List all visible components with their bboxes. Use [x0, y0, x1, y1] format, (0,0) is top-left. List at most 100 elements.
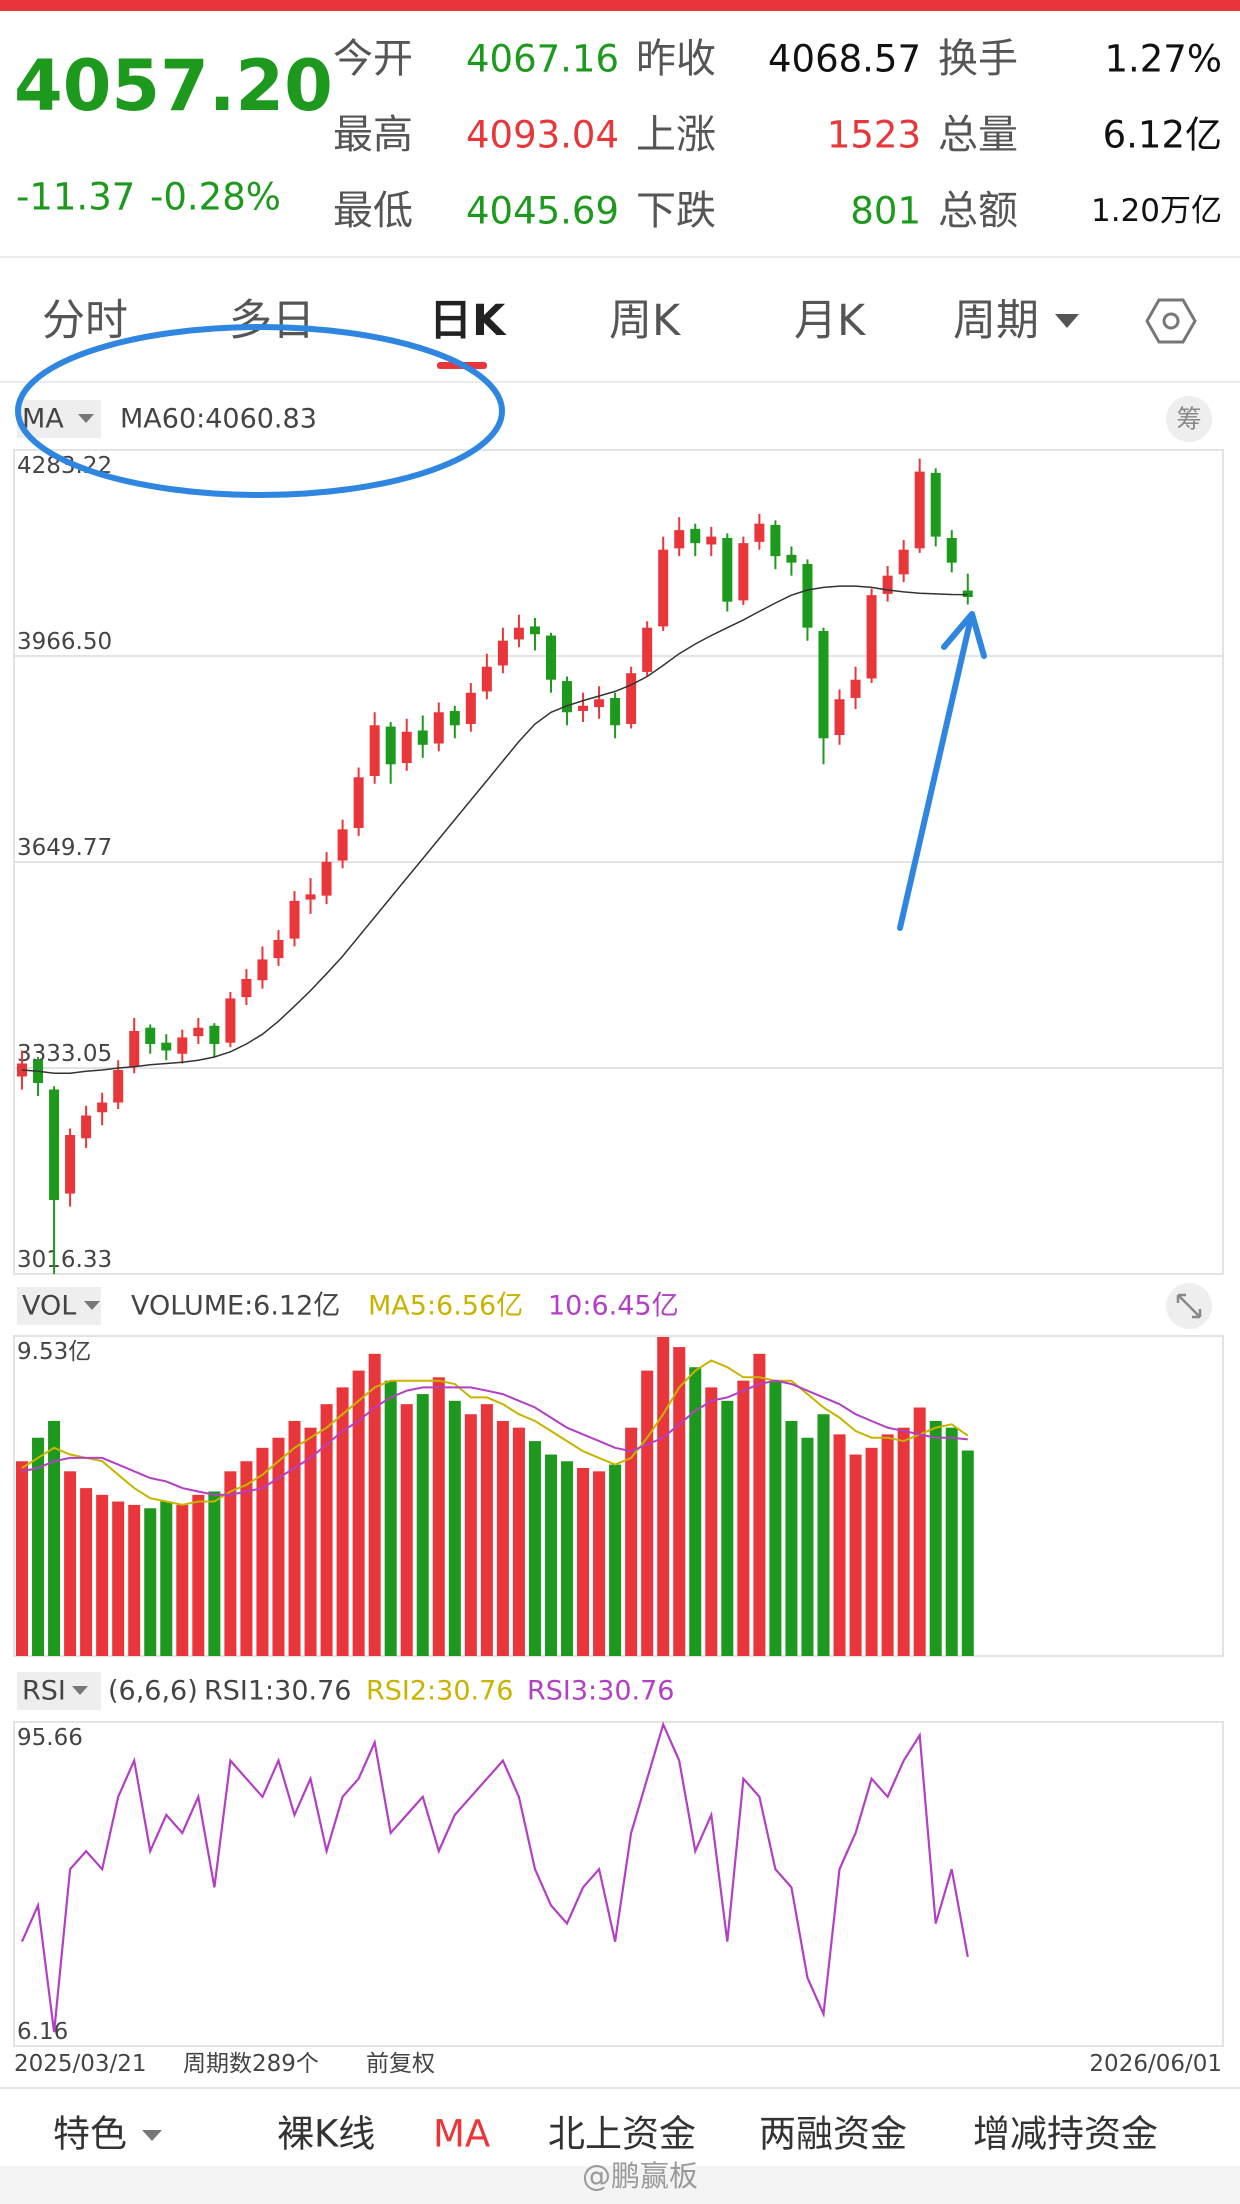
menu-item[interactable]: 增减持资金 [973, 2113, 1158, 2156]
annotation-arrowhead [941, 611, 987, 659]
volume-bar [336, 1387, 349, 1656]
chip-label: 筹 [1176, 405, 1201, 434]
volume-bar [256, 1447, 269, 1656]
candle-body [145, 1027, 156, 1044]
rsi3-legend: RSI3:30.76 [527, 1676, 674, 1707]
candle-body [481, 666, 492, 692]
volume-bar [528, 1441, 541, 1656]
stat-label: 换手 [938, 36, 1018, 82]
candle-body [578, 705, 589, 711]
stat-value: 1.27% [1104, 38, 1222, 81]
indicator-button[interactable] [17, 1672, 101, 1710]
volume-bar [769, 1380, 782, 1656]
candle-body [273, 939, 284, 959]
volume-bar [304, 1427, 317, 1656]
candle-body [594, 699, 605, 708]
stat-value: 4045.69 [466, 190, 619, 233]
tabs: 分时 多日 日K 周K 月K 周期 [42, 296, 1197, 369]
volume-bar [897, 1427, 910, 1656]
volume-bar [929, 1420, 942, 1656]
tab[interactable]: 多日 [229, 296, 315, 346]
candle-body [401, 731, 412, 763]
volume-bar [961, 1450, 974, 1656]
rsi-frame [13, 1721, 1224, 2047]
rsi1-legend: RSI1:30.76 [204, 1676, 351, 1707]
candle-body [65, 1135, 76, 1194]
stat-value: 6.12亿 [1103, 114, 1222, 157]
tab-active[interactable]: 日K [429, 296, 507, 346]
start-date: 2025/03/21 [14, 2051, 147, 2077]
stat-value: 4068.57 [768, 38, 921, 81]
candle-body [225, 998, 236, 1043]
y-tick-label: 3649.77 [17, 835, 112, 861]
menu-item[interactable]: 两融资金 [759, 2113, 907, 2156]
candle-body [626, 673, 637, 724]
volume-bar [496, 1420, 509, 1656]
candle-body [642, 627, 653, 672]
volume-bar [561, 1461, 574, 1656]
tab[interactable]: 周K [609, 296, 682, 346]
ma-line [21, 585, 968, 1074]
stat-value: 1.20万亿 [1091, 193, 1222, 229]
candle-body [337, 829, 348, 861]
volume-bar [785, 1420, 798, 1656]
candle-body [305, 894, 316, 900]
stat-value: 1523 [827, 114, 921, 157]
volume-bar [16, 1461, 28, 1656]
price: 4057.20 [14, 45, 333, 127]
candle-body [81, 1115, 92, 1139]
stat-label: 上涨 [636, 112, 716, 158]
volume-bar [352, 1370, 365, 1656]
tab[interactable]: 月K [794, 296, 867, 346]
stat-value: 801 [850, 190, 921, 233]
candle-body [369, 725, 380, 776]
chip-button[interactable] [1166, 396, 1212, 442]
volume-bar [833, 1434, 846, 1656]
volume-bar [705, 1387, 718, 1656]
volume-bar [368, 1353, 381, 1656]
candle-body [385, 726, 396, 765]
volume-bar [128, 1504, 141, 1656]
candle-body [49, 1089, 60, 1201]
stat-label: 昨收 [636, 36, 716, 82]
indicator-button[interactable] [17, 1287, 101, 1325]
candle-body [658, 549, 669, 627]
volume-bar [593, 1471, 606, 1656]
tab[interactable]: 分时 [42, 296, 128, 346]
candle-body [321, 861, 332, 896]
settings-icon[interactable] [1145, 298, 1197, 344]
volume-bar [160, 1501, 173, 1656]
candle-body [962, 590, 973, 598]
candle-body [610, 697, 621, 726]
candle-body [562, 681, 573, 713]
rsi-params: (6,6,6) [108, 1676, 198, 1707]
candle-body [289, 900, 300, 939]
y-tick-label: 6.16 [17, 2019, 68, 2045]
indicator-button-label: MA [22, 404, 64, 435]
volume-bar [240, 1461, 253, 1656]
candle-body [818, 630, 829, 739]
dropdown-icon [142, 2130, 162, 2141]
volume-bar [577, 1467, 590, 1656]
stat-label: 总量 [938, 112, 1018, 158]
menu-item[interactable]: 特色 [53, 2113, 127, 2156]
candle-body [802, 563, 813, 628]
adjust-mode: 前复权 [366, 2051, 435, 2077]
volume-bar [192, 1494, 205, 1656]
candle-body [257, 959, 268, 981]
volume-bar [176, 1504, 189, 1656]
volume-bar [448, 1400, 461, 1656]
menu-item-active[interactable]: MA [433, 2113, 490, 2156]
candle-body [433, 712, 444, 744]
candle-body [129, 1030, 140, 1067]
ma5-legend: MA5:6.56亿 [368, 1291, 523, 1322]
menu-item[interactable]: 裸K线 [277, 2113, 375, 2156]
change-pct: -0.28% [150, 176, 281, 219]
menu-item[interactable]: 北上资金 [548, 2113, 696, 2156]
stat-label: 总额 [938, 188, 1018, 234]
plots: 4283.223966.503649.773333.053016.339.53亿… [14, 449, 1223, 2047]
tab[interactable]: 周期 [953, 296, 1039, 346]
settings-icon-dot [1162, 312, 1180, 330]
volume-bar [801, 1437, 814, 1656]
candle-body [754, 523, 765, 542]
